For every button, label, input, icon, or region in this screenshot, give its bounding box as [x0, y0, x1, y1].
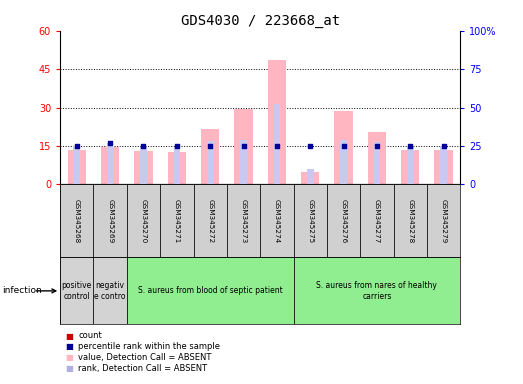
Text: GSM345269: GSM345269 — [107, 199, 113, 243]
Bar — [240, 140, 247, 184]
Bar — [174, 147, 180, 184]
Bar — [407, 147, 414, 184]
Point — [373, 143, 381, 149]
Bar — [368, 132, 386, 184]
Text: GSM345276: GSM345276 — [340, 199, 347, 243]
Bar — [327, 184, 360, 257]
Point — [272, 143, 281, 149]
Bar — [160, 184, 194, 257]
Text: GSM345275: GSM345275 — [307, 199, 313, 243]
Point — [139, 143, 147, 149]
Title: GDS4030 / 223668_at: GDS4030 / 223668_at — [180, 14, 340, 28]
Text: rank, Detection Call = ABSENT: rank, Detection Call = ABSENT — [78, 364, 208, 373]
Text: infection: infection — [3, 286, 42, 295]
Bar — [234, 109, 253, 184]
Bar — [168, 152, 186, 184]
Bar — [207, 141, 213, 184]
Text: ■: ■ — [65, 331, 73, 341]
Text: GSM345273: GSM345273 — [241, 199, 246, 243]
Text: GSM345268: GSM345268 — [74, 199, 80, 243]
Bar — [60, 257, 94, 324]
Bar — [94, 257, 127, 324]
Bar — [127, 184, 160, 257]
Text: ■: ■ — [65, 342, 73, 351]
Text: S. aureus from nares of healthy
carriers: S. aureus from nares of healthy carriers — [316, 281, 437, 301]
Text: GSM345279: GSM345279 — [440, 199, 447, 243]
Text: GSM345274: GSM345274 — [274, 199, 280, 243]
Bar — [101, 147, 119, 184]
Bar — [260, 184, 293, 257]
Text: value, Detection Call = ABSENT: value, Detection Call = ABSENT — [78, 353, 212, 362]
Bar — [140, 147, 147, 184]
Bar — [307, 169, 314, 184]
Text: GSM345271: GSM345271 — [174, 199, 180, 243]
Bar — [401, 150, 419, 184]
Bar — [427, 184, 460, 257]
Bar — [67, 150, 86, 184]
Bar — [201, 129, 219, 184]
Text: GSM345278: GSM345278 — [407, 199, 413, 243]
Point — [406, 143, 414, 149]
Bar — [293, 184, 327, 257]
Bar — [373, 142, 380, 184]
Point — [439, 143, 448, 149]
Text: positive
control: positive control — [62, 281, 92, 301]
Bar — [274, 104, 280, 184]
Point — [339, 143, 348, 149]
Bar — [334, 111, 353, 184]
Bar — [394, 184, 427, 257]
Text: negativ
e contro: negativ e contro — [95, 281, 126, 301]
Point — [240, 143, 248, 149]
Point — [73, 143, 81, 149]
Bar — [293, 257, 460, 324]
Bar — [435, 150, 453, 184]
Text: ■: ■ — [65, 364, 73, 373]
Text: ■: ■ — [65, 353, 73, 362]
Text: GSM345270: GSM345270 — [141, 199, 146, 243]
Bar — [301, 172, 320, 184]
Bar — [440, 146, 447, 184]
Bar — [340, 140, 347, 184]
Point — [206, 143, 214, 149]
Bar — [134, 151, 153, 184]
Bar — [127, 257, 293, 324]
Bar — [227, 184, 260, 257]
Text: percentile rank within the sample: percentile rank within the sample — [78, 342, 221, 351]
Bar — [194, 184, 227, 257]
Text: S. aureus from blood of septic patient: S. aureus from blood of septic patient — [138, 286, 282, 295]
Bar — [94, 184, 127, 257]
Text: count: count — [78, 331, 102, 341]
Point — [306, 143, 314, 149]
Bar — [107, 143, 113, 184]
Bar — [268, 60, 286, 184]
Point — [106, 140, 115, 146]
Bar — [60, 184, 94, 257]
Text: GSM345272: GSM345272 — [207, 199, 213, 243]
Text: GSM345277: GSM345277 — [374, 199, 380, 243]
Bar — [360, 184, 393, 257]
Bar — [73, 146, 80, 184]
Point — [173, 143, 181, 149]
